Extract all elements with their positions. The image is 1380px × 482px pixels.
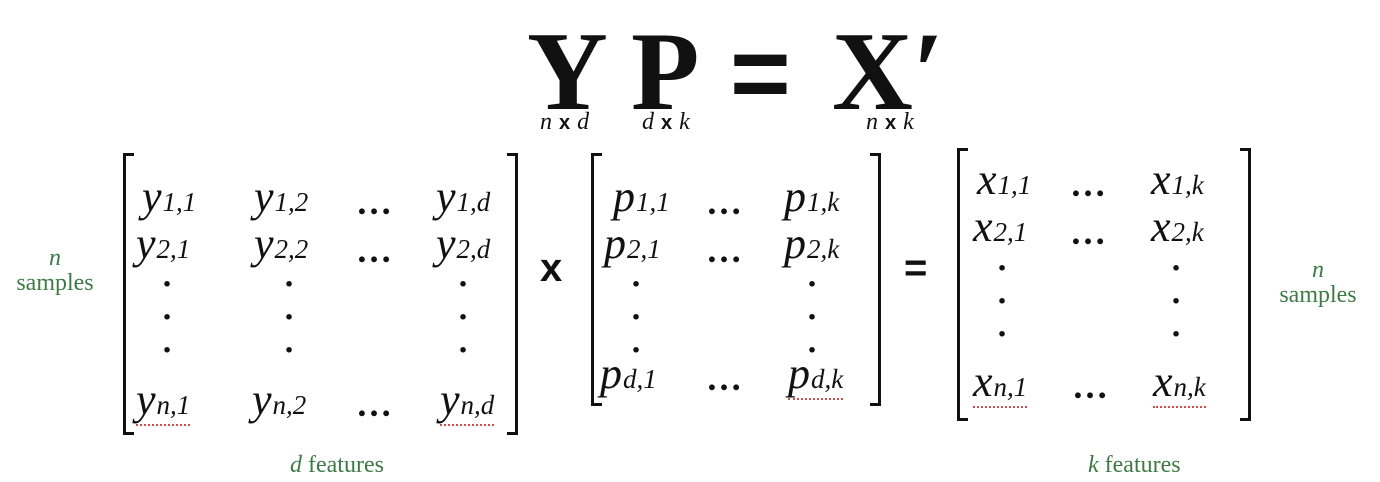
matrix-y-entry: yn,1 [136, 375, 191, 426]
matrix-p-entry: p1,k [784, 172, 840, 221]
header-symbol-p: P [631, 10, 700, 134]
d-features-label: d features [290, 452, 384, 478]
matrix-y-entry: yn,2 [252, 375, 307, 424]
matrix-x-entry: x1,1 [977, 155, 1032, 204]
matrix-p-entry: p1,1 [613, 172, 670, 221]
matrix-y-hdots: … [356, 182, 392, 222]
matrix-x-vdots: · · · [1170, 250, 1182, 353]
matrix-p-entry: p2,1 [604, 219, 661, 268]
matrix-x-vdots: · · · [996, 250, 1008, 353]
matrix-x-entry: x1,k [1151, 155, 1204, 204]
matrix-x-entry: x2,k [1151, 202, 1204, 251]
matrix-p-entry: pd,k [788, 349, 844, 400]
matrix-x-right-bracket [1240, 148, 1251, 421]
matrix-y-entry: y2,1 [136, 219, 191, 268]
matrix-x-hdots: … [1072, 366, 1108, 406]
matrix-x-left-bracket [957, 148, 968, 421]
matrix-y-entry: y1,d [436, 172, 491, 221]
matrix-p-entry: pd,1 [600, 349, 657, 398]
matrix-y-vdots: · · · [161, 266, 173, 369]
matrix-y-right-bracket [507, 153, 518, 435]
header-equals-sign: = [730, 16, 791, 132]
matrix-y-entry: yn,d [440, 375, 495, 426]
multiply-operator: x [540, 246, 563, 290]
k-features-label: k features [1088, 452, 1181, 478]
left-samples-label: n samples [16, 245, 94, 297]
matrix-y-hdots: … [356, 384, 392, 424]
right-samples-label: n samples [1279, 257, 1357, 309]
matrix-x-hdots: … [1070, 212, 1106, 252]
matrix-x-entry: x2,1 [973, 202, 1028, 251]
matrix-p-hdots: … [706, 358, 742, 398]
matrix-y-vdots: · · · [283, 266, 295, 369]
matrix-p-vdots: · · · [630, 266, 642, 369]
matrix-x-entry: xn,1 [973, 357, 1028, 408]
matrix-y-entry: y2,2 [254, 219, 309, 268]
matrix-p-left-bracket [591, 153, 602, 406]
matrix-p-entry: p2,k [784, 219, 840, 268]
matrix-y-entry: y1,1 [142, 172, 197, 221]
equals-operator: = [904, 246, 928, 290]
header-symbol-y: Y [527, 10, 608, 134]
matrix-p-hdots: … [706, 182, 742, 222]
matrix-y-entry: y2,d [436, 219, 491, 268]
matrix-x-entry: xn,k [1153, 357, 1206, 408]
matrix-p-right-bracket [870, 153, 881, 406]
matrix-p-vdots: · · · [806, 266, 818, 369]
matrix-x-hdots: … [1070, 164, 1106, 204]
matrix-y-hdots: … [356, 230, 392, 270]
matrix-y-vdots: · · · [457, 266, 469, 369]
header-symbol-x-prime: X′ [832, 10, 945, 134]
matrix-y-left-bracket [123, 153, 134, 435]
matrix-y-entry: y1,2 [254, 172, 309, 221]
matrix-p-hdots: … [706, 230, 742, 270]
